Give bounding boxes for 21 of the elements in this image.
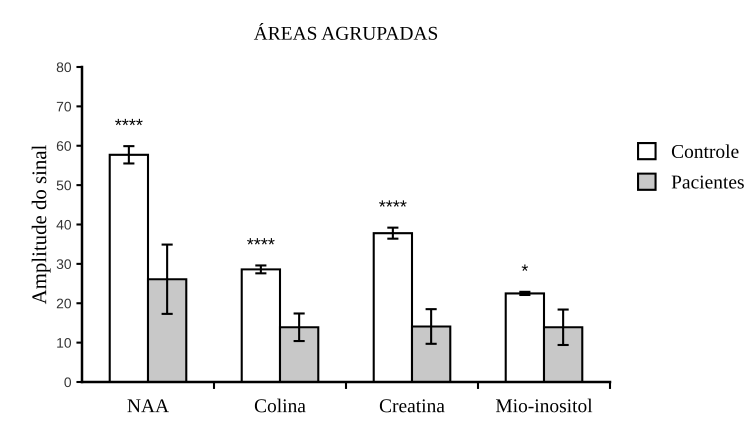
y-tick-label: 40: [56, 220, 72, 230]
y-tick-label: 10: [57, 338, 72, 348]
x-tick-label: NAA: [127, 399, 169, 412]
y-tick-label: 20: [56, 298, 72, 308]
x-tick-label: Mio-inositol: [496, 398, 592, 412]
x-tick-label: Creatina: [380, 399, 445, 412]
x-tick-label: Colina: [254, 398, 306, 412]
annotation: ****: [379, 200, 407, 207]
y-tick-label: 80: [56, 62, 72, 72]
chart-title: ÁREAS AGRUPADAS: [254, 23, 438, 40]
legend-label: Controle: [672, 144, 738, 158]
legend-label: Pacientes: [672, 176, 744, 189]
y-tick-label: 30: [56, 259, 72, 270]
y-axis-title: Amplitude do sinal: [32, 145, 51, 304]
annotation: ****: [115, 118, 143, 126]
y-tick-label: 0: [64, 377, 72, 388]
annotation: *: [522, 264, 528, 271]
y-tick-label: 60: [56, 141, 72, 151]
annotation: ****: [247, 238, 275, 245]
y-tick-label: 50: [56, 180, 72, 190]
y-tick-label: 70: [56, 102, 72, 112]
